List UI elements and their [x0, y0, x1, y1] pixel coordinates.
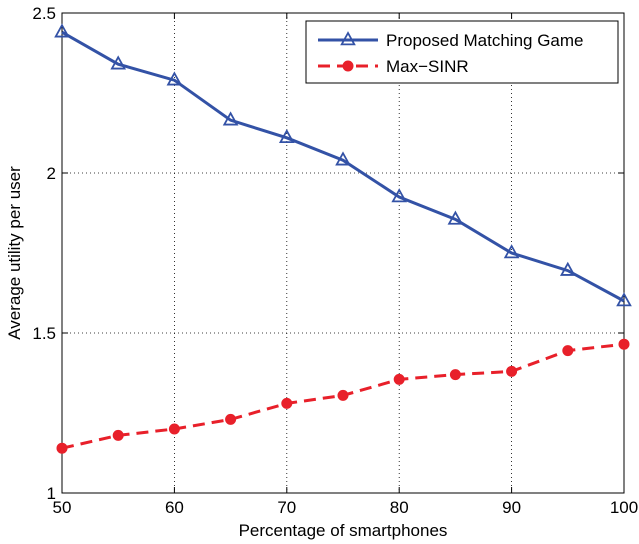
x-tick-label: 90 — [502, 498, 521, 517]
data-point — [449, 369, 461, 381]
data-point — [56, 442, 68, 454]
x-axis-label: Percentage of smartphones — [239, 521, 448, 540]
plot-area-frame — [61, 12, 625, 494]
data-point — [281, 397, 293, 409]
data-point — [506, 365, 518, 377]
data-point — [54, 23, 70, 38]
x-tick-label: 100 — [610, 498, 638, 517]
data-point — [616, 292, 632, 307]
y-tick-label: 1 — [47, 484, 56, 503]
series-line — [61, 30, 625, 303]
data-point — [168, 423, 180, 435]
data-point — [222, 111, 239, 126]
data-point — [278, 128, 295, 144]
data-point — [335, 151, 351, 166]
data-point — [166, 71, 183, 86]
legend-label-1: Proposed Matching Game — [386, 31, 584, 50]
data-point — [503, 244, 520, 259]
data-point — [393, 373, 405, 385]
data-point — [110, 55, 127, 70]
legend-box — [305, 20, 619, 84]
legend-marker-1 — [340, 31, 356, 46]
x-tick-label: 50 — [53, 498, 72, 517]
data-point — [112, 429, 124, 441]
series-layer — [54, 23, 632, 454]
data-point — [618, 338, 630, 350]
legend-marker-2 — [342, 60, 354, 72]
grid — [62, 13, 624, 493]
y-tick-label: 1.5 — [32, 324, 56, 343]
data-point — [391, 188, 408, 203]
x-tick-label: 60 — [165, 498, 184, 517]
y-axis-label: Average utility per user — [5, 166, 24, 340]
y-tick-label: 2.5 — [32, 4, 56, 23]
data-point — [337, 389, 349, 401]
axis-ticks: 50 60 70 80 90 100 1 1.5 2 2.5 — [32, 4, 638, 517]
legend-label-2: Max−SINR — [386, 57, 469, 76]
data-point — [225, 413, 237, 425]
y-tick-label: 2 — [47, 164, 56, 183]
x-tick-label: 70 — [277, 498, 296, 517]
legend: Proposed Matching Game Max−SINR — [305, 20, 619, 84]
data-point — [559, 261, 576, 276]
x-tick-label: 80 — [390, 498, 409, 517]
series-2 — [56, 338, 630, 454]
series-1 — [54, 23, 632, 307]
data-point — [447, 210, 464, 225]
data-point — [562, 345, 574, 357]
